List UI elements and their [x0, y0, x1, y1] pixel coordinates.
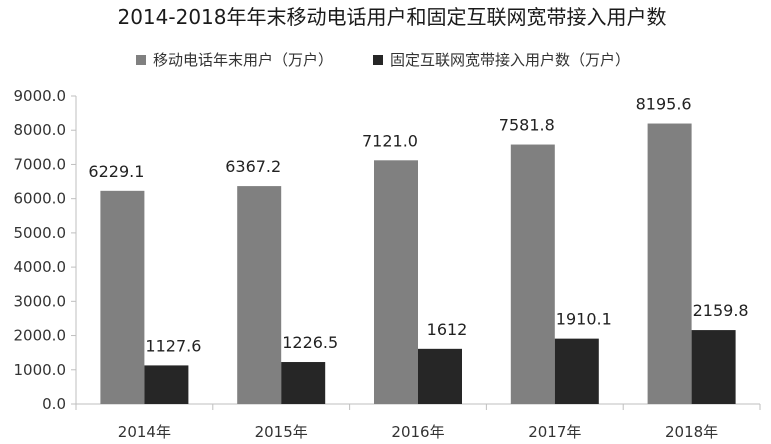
x-tick-label: 2016年: [391, 423, 444, 441]
bar-mobile: [237, 186, 282, 404]
bar-broadband: [418, 348, 462, 404]
y-tick-label: 1000.0: [14, 361, 67, 379]
chart-title: 2014-2018年年末移动电话用户和固定互联网宽带接入用户数: [117, 5, 666, 29]
bar-broadband: [281, 362, 326, 404]
data-label-mobile: 6229.1: [88, 162, 144, 181]
axes: 0.0 1000.0 2000.0 3000.0 4000.0 5000.0 6000.0 7…: [14, 87, 761, 441]
y-tick-label: 9000.0: [14, 87, 67, 105]
data-label-broadband: 2159.8: [693, 301, 749, 320]
y-tick-label: 5000.0: [14, 224, 67, 242]
bar-mobile: [647, 123, 692, 405]
y-tick-label: 0.0: [42, 395, 66, 413]
y-tick-label: 4000.0: [14, 258, 67, 276]
data-label-broadband: 1910.1: [556, 310, 612, 329]
data-label-broadband: 1226.5: [282, 333, 338, 352]
bar-mobile: [100, 190, 145, 404]
data-labels: 6229.1 1127.6 6367.2 1226.5 7121.0 1612 7581.8…: [88, 95, 748, 356]
data-label-mobile: 6367.2: [225, 157, 281, 176]
bar-broadband: [554, 338, 599, 404]
y-tick-label: 2000.0: [14, 327, 67, 345]
y-tick-label: 8000.0: [14, 121, 67, 139]
data-label-broadband: 1612: [427, 320, 468, 339]
x-tick-label: 2014年: [118, 423, 171, 441]
legend-label-mobile: 移动电话年末用户（万户）: [153, 51, 333, 69]
legend: 移动电话年末用户（万户） 固定互联网宽带接入用户数（万户）: [136, 51, 630, 69]
legend-label-broadband: 固定互联网宽带接入用户数（万户）: [390, 51, 630, 69]
bar-mobile: [374, 160, 418, 404]
bars: [100, 123, 736, 405]
y-tick-label: 3000.0: [14, 292, 67, 310]
data-label-broadband: 1127.6: [145, 336, 201, 355]
bar-mobile: [510, 144, 555, 405]
y-tick-label: 6000.0: [14, 190, 67, 208]
x-tick-label: 2018年: [665, 423, 718, 441]
y-tick-label: 7000.0: [14, 155, 67, 173]
data-label-mobile: 8195.6: [636, 95, 692, 114]
x-tick-label: 2015年: [255, 423, 308, 441]
bar-broadband: [691, 330, 736, 404]
bar-broadband: [144, 365, 189, 404]
data-label-mobile: 7121.0: [362, 131, 418, 150]
x-tick-label: 2017年: [528, 423, 581, 441]
data-label-mobile: 7581.8: [499, 116, 555, 135]
legend-swatch-broadband: [373, 55, 383, 65]
legend-swatch-mobile: [136, 55, 146, 65]
